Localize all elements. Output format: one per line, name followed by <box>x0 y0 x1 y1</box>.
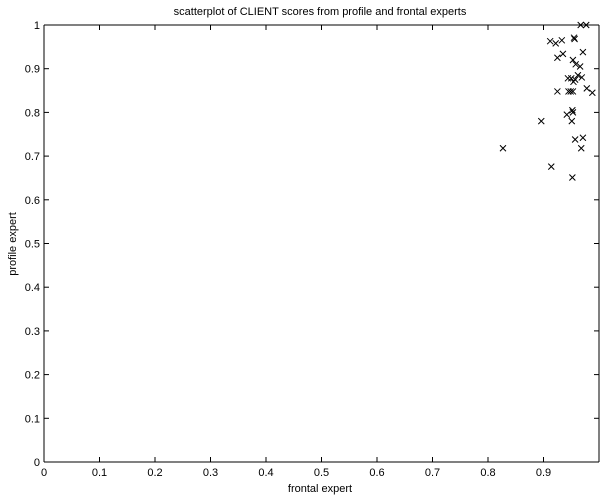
scatter-point <box>569 56 577 64</box>
y-tick-label: 0.7 <box>25 151 40 163</box>
scatter-point <box>588 89 596 97</box>
scatter-point <box>558 36 566 44</box>
scatter-point <box>570 78 577 86</box>
scatter-point <box>569 109 577 116</box>
x-tick-label: 0.2 <box>147 467 162 479</box>
y-tick-label: 1 <box>34 20 40 32</box>
x-tick-label: 0.9 <box>536 467 551 479</box>
scatter-point <box>582 21 590 29</box>
y-tick-label: 0.6 <box>25 195 40 207</box>
scatter-point <box>579 134 587 142</box>
scatter-point <box>559 50 567 58</box>
scatter-point <box>547 163 555 170</box>
x-tick-label: 0.5 <box>314 467 329 479</box>
scatter-point <box>569 106 576 114</box>
x-tick-label: 0.7 <box>425 467 440 479</box>
scatter-point <box>554 54 561 62</box>
scatter-point <box>567 74 575 82</box>
y-tick-label: 0.4 <box>25 282 40 294</box>
y-tick-label: 0.5 <box>25 239 40 251</box>
x-tick-label: 0.3 <box>203 467 218 479</box>
y-tick-label: 0 <box>34 457 40 469</box>
y-axis-label: profile expert <box>7 212 19 276</box>
y-axis: 0 0.1 0.2 0.3 0.4 0.5 0.6 0.7 0.8 0.9 1 <box>25 20 599 469</box>
y-tick-label: 0.8 <box>25 107 40 119</box>
x-tick-label: 0 <box>41 467 47 479</box>
scatter-point <box>577 144 585 152</box>
scatter-point <box>577 21 585 29</box>
data-points <box>499 21 596 181</box>
scatter-point <box>565 88 572 95</box>
scatter-point <box>546 37 554 45</box>
scatter-point <box>554 88 561 95</box>
scatter-point <box>569 174 576 181</box>
y-tick-label: 0.2 <box>25 370 40 382</box>
scatter-point <box>579 48 587 56</box>
x-tick-label: 0.4 <box>258 467 273 479</box>
y-tick-label: 0.3 <box>25 326 40 338</box>
x-axis-label: frontal expert <box>288 483 352 495</box>
scatter-point <box>537 117 545 125</box>
scatter-point <box>576 63 584 70</box>
scatter-point <box>578 74 586 81</box>
chart-title: scatterplot of CLIENT scores from profil… <box>174 6 467 18</box>
scatter-point <box>499 144 507 152</box>
x-axis: 0 0.1 0.2 0.3 0.4 0.5 0.6 0.7 0.8 0.9 <box>41 25 551 479</box>
scatter-point <box>564 74 572 82</box>
scatter-point <box>570 34 578 42</box>
scatter-point <box>574 71 582 79</box>
scatter-point <box>571 136 579 143</box>
plot-area <box>43 24 600 463</box>
scatter-point <box>583 85 591 92</box>
scatter-point <box>571 35 578 43</box>
x-tick-label: 0.1 <box>92 467 107 479</box>
y-tick-label: 0.1 <box>25 413 40 425</box>
scatter-point <box>568 117 576 125</box>
scatter-point <box>552 40 560 47</box>
scatter-point <box>572 60 580 68</box>
x-tick-label: 0.6 <box>369 467 384 479</box>
y-tick-label: 0.9 <box>25 64 40 76</box>
scatter-point <box>563 111 571 118</box>
scatter-point <box>567 88 575 95</box>
x-tick-label: 0.8 <box>480 467 495 479</box>
